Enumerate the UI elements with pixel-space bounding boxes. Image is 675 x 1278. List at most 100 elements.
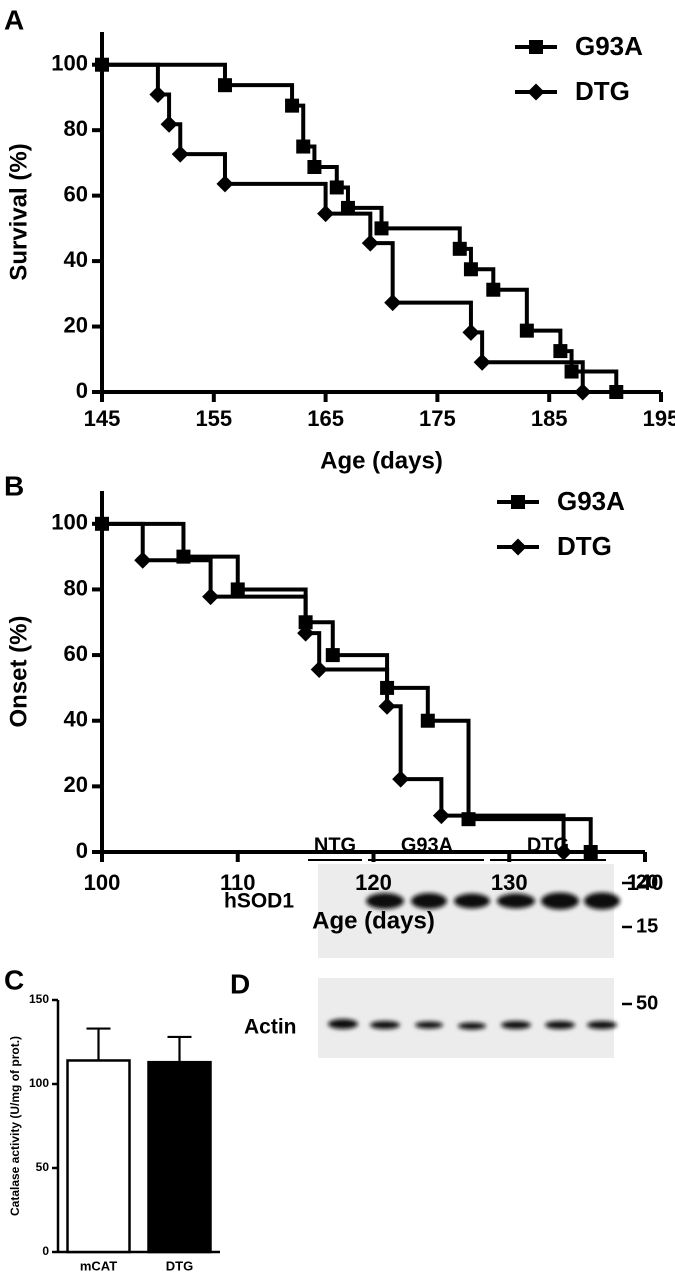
y-axis-label: Catalase activity (U/mg of prot.) xyxy=(8,1036,22,1216)
row-label: Actin xyxy=(244,1016,297,1039)
band xyxy=(497,893,535,909)
marker-diamond xyxy=(317,205,335,223)
step-line xyxy=(102,521,593,852)
x-tick-label: 140 xyxy=(627,870,664,895)
marker-square xyxy=(529,40,543,54)
x-tick-label: 165 xyxy=(307,406,344,431)
marker-diamond xyxy=(216,175,234,193)
bar xyxy=(147,1060,212,1254)
step-line xyxy=(102,62,585,392)
y-tick-label: 20 xyxy=(64,312,88,337)
y-axis-label: Survival (%) xyxy=(5,143,32,280)
bands xyxy=(328,892,620,1030)
marker-square xyxy=(374,221,389,236)
size-marker: 15 xyxy=(636,915,658,937)
marker-square xyxy=(553,344,568,359)
x-axis-label: Age (days) xyxy=(312,907,435,934)
marker-square xyxy=(609,385,624,399)
marker-square xyxy=(307,160,322,174)
band xyxy=(328,1019,358,1029)
x-axis-label: Age (days) xyxy=(320,447,443,474)
panel-label: B xyxy=(4,470,24,501)
x-tick-label: 130 xyxy=(491,870,528,895)
band xyxy=(370,1021,400,1029)
y-tick-label: 0 xyxy=(42,1244,49,1258)
marker-diamond xyxy=(202,588,220,606)
band xyxy=(545,1021,575,1029)
marker-diamond xyxy=(473,353,491,371)
band xyxy=(411,893,447,909)
marker-square xyxy=(230,582,245,597)
y-tick-label: 50 xyxy=(36,1160,50,1174)
x-tick-label: DTG xyxy=(166,1258,193,1273)
legend-label: G93A xyxy=(575,31,643,61)
panel-label: A xyxy=(4,4,24,35)
x-tick-label: 110 xyxy=(220,870,256,895)
size-marker: 20 xyxy=(636,871,658,893)
size-marker: 50 xyxy=(636,992,658,1014)
blot-panel: D NTG G93A DTG hSOD1 Actin 20 15 xyxy=(224,834,658,1058)
y-tick-label: 100 xyxy=(51,510,88,535)
band xyxy=(541,892,579,910)
blot-membrane xyxy=(318,864,614,958)
blot-membrane xyxy=(318,978,614,1058)
marker-diamond xyxy=(361,234,379,252)
x-tick-label: 100 xyxy=(84,870,121,895)
y-tick-label: 80 xyxy=(64,116,88,141)
y-tick-label: 60 xyxy=(64,641,88,666)
marker-square xyxy=(329,180,344,195)
bar xyxy=(66,1059,131,1254)
marker-square xyxy=(325,648,340,663)
marker-diamond xyxy=(432,807,450,825)
panel-label: C xyxy=(4,964,24,995)
y-tick-label: 150 xyxy=(29,992,49,1006)
marker-diamond xyxy=(392,770,410,788)
y-tick-label: 60 xyxy=(64,181,88,206)
band xyxy=(454,893,490,909)
panel-label: D xyxy=(230,968,250,999)
y-tick-label: 100 xyxy=(51,51,88,76)
step-line xyxy=(102,521,566,852)
marker-square xyxy=(95,57,109,72)
band xyxy=(587,1021,617,1029)
y-tick-label: 40 xyxy=(64,707,88,732)
x-tick-label: 145 xyxy=(84,406,121,431)
marker-square xyxy=(298,615,313,630)
y-tick-label: 40 xyxy=(64,247,88,272)
marker-diamond xyxy=(378,697,396,715)
x-tick-label: mCAT xyxy=(80,1258,117,1273)
marker-square xyxy=(511,495,525,509)
x-tick-label: 155 xyxy=(195,406,232,431)
y-tick-label: 100 xyxy=(29,1076,49,1090)
x-tick-label: 185 xyxy=(531,406,568,431)
marker-square xyxy=(461,812,476,827)
band xyxy=(366,893,404,909)
legend-label: DTG xyxy=(557,531,612,561)
marker-square xyxy=(285,98,300,113)
marker-square xyxy=(486,282,501,297)
marker-square xyxy=(176,549,191,564)
marker-diamond xyxy=(171,145,189,163)
marker-square xyxy=(420,713,435,728)
marker-square xyxy=(564,364,579,379)
y-tick-label: 80 xyxy=(64,575,88,600)
band xyxy=(415,1021,443,1029)
y-axis-label: Onset (%) xyxy=(5,615,32,727)
marker-diamond xyxy=(509,538,527,556)
marker-square xyxy=(296,139,311,154)
marker-square xyxy=(380,680,395,695)
x-tick-label: 175 xyxy=(419,406,456,431)
marker-square xyxy=(583,845,598,859)
marker-square xyxy=(452,241,467,256)
marker-diamond xyxy=(555,843,573,861)
legend-label: G93A xyxy=(557,486,625,516)
x-tick-label: 120 xyxy=(355,870,392,895)
marker-diamond xyxy=(527,83,545,101)
y-tick-label: 20 xyxy=(64,772,88,797)
y-tick-label: 0 xyxy=(76,378,88,403)
marker-diamond xyxy=(310,661,328,679)
marker-diamond xyxy=(134,551,152,569)
legend-label: DTG xyxy=(575,76,630,106)
marker-diamond xyxy=(160,115,178,133)
